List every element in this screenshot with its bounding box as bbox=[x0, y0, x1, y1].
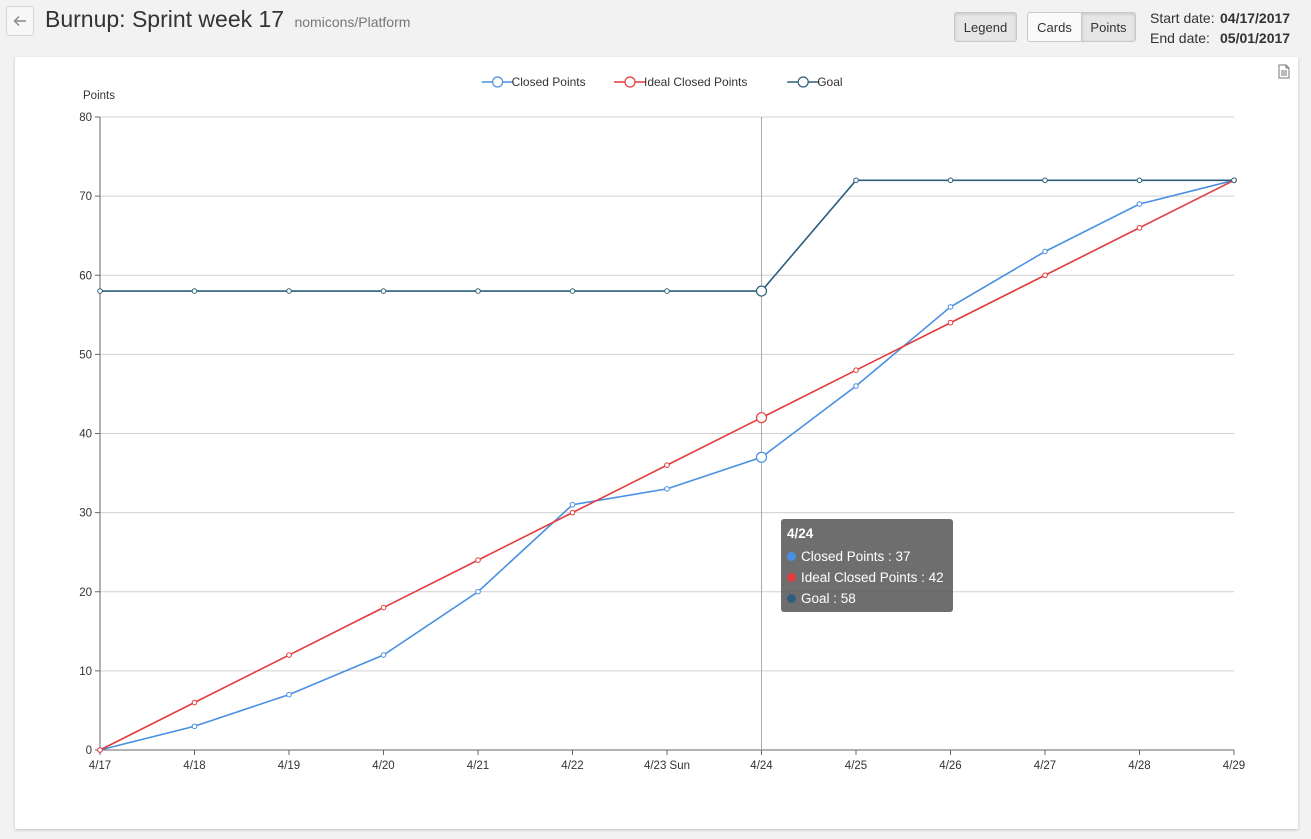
data-point bbox=[947, 177, 954, 184]
legend-marker bbox=[492, 76, 504, 88]
data-point bbox=[1042, 272, 1048, 279]
legend-item: Goal bbox=[787, 75, 843, 89]
data-point bbox=[97, 288, 103, 294]
end-date-value: 05/01/2017 bbox=[1220, 30, 1291, 46]
x-tick-label: 4/20 bbox=[372, 760, 394, 772]
data-point bbox=[853, 367, 859, 374]
x-tick-label: 4/23 Sun bbox=[644, 760, 690, 772]
y-tick-label: 10 bbox=[79, 666, 92, 678]
data-point bbox=[755, 285, 768, 297]
x-tick-label: 4/19 bbox=[278, 760, 300, 772]
points-toggle[interactable]: Points bbox=[1081, 12, 1136, 42]
data-point bbox=[97, 747, 103, 753]
legend-marker bbox=[797, 76, 809, 88]
data-point bbox=[755, 412, 768, 424]
data-point bbox=[853, 177, 859, 184]
tooltip-row-ideal: Ideal Closed Points : 42 bbox=[787, 567, 947, 588]
cards-toggle[interactable]: Cards bbox=[1027, 12, 1082, 42]
data-point bbox=[1042, 248, 1048, 255]
data-point bbox=[475, 557, 481, 563]
start-date-value: 04/17/2017 bbox=[1220, 10, 1291, 26]
data-point bbox=[1136, 224, 1143, 231]
data-point bbox=[664, 486, 670, 492]
legend-item: Closed Points bbox=[481, 75, 586, 89]
data-point bbox=[191, 699, 198, 706]
back-button[interactable] bbox=[6, 6, 34, 36]
data-point bbox=[191, 723, 198, 730]
data-point bbox=[569, 501, 576, 508]
data-point bbox=[664, 288, 670, 294]
end-date-label: End date: bbox=[1150, 30, 1210, 46]
data-point bbox=[569, 509, 576, 516]
data-point bbox=[380, 652, 387, 658]
x-tick-label: 4/17 bbox=[89, 760, 111, 772]
data-point bbox=[191, 288, 198, 294]
tooltip-dot-goal bbox=[787, 594, 796, 603]
data-point bbox=[380, 604, 387, 611]
sprint-dates: Start date: 04/17/2017 End date: 05/01/2… bbox=[1150, 8, 1290, 48]
legend-label: Ideal Closed Points bbox=[644, 75, 747, 89]
tooltip-ideal-label: Ideal Closed Points : 42 bbox=[801, 570, 944, 585]
x-tick-label: 4/26 bbox=[939, 760, 961, 772]
data-point bbox=[755, 451, 768, 463]
legend-label: Goal bbox=[817, 75, 842, 89]
y-tick-label: 40 bbox=[79, 429, 92, 441]
series-line bbox=[100, 179, 1234, 292]
tooltip-title: 4/24 bbox=[787, 526, 814, 541]
data-point bbox=[286, 691, 292, 698]
legend-button[interactable]: Legend bbox=[954, 12, 1017, 42]
y-tick-label: 70 bbox=[79, 191, 92, 203]
y-tick-label: 50 bbox=[79, 349, 92, 361]
chart-panel: 0 10 20 30 40 50 60 70 80 Points 4/17 4/18 4/19 4/20 4… bbox=[15, 57, 1298, 829]
project-name: nomicons/Platform bbox=[294, 14, 411, 30]
x-tick-label: 4/22 bbox=[561, 760, 583, 772]
data-point bbox=[475, 588, 481, 595]
y-tick-label: 20 bbox=[79, 587, 92, 599]
tooltip-dot-closed bbox=[787, 552, 796, 561]
tooltip-row-closed: Closed Points : 37 bbox=[787, 546, 947, 567]
data-point bbox=[569, 288, 576, 294]
y-axis-label: Points bbox=[83, 90, 115, 102]
legend-marker bbox=[624, 76, 636, 88]
data-point bbox=[380, 288, 387, 294]
chart-tooltip: 4/24 Closed Points : 37 Ideal Closed Poi… bbox=[781, 519, 953, 612]
data-point bbox=[1136, 177, 1143, 184]
x-tick-label: 4/24 bbox=[750, 760, 773, 772]
data-point bbox=[1231, 177, 1237, 184]
tooltip-closed-label: Closed Points : 37 bbox=[801, 549, 911, 564]
legend-item: Ideal Closed Points bbox=[614, 75, 747, 89]
data-point bbox=[947, 304, 954, 310]
x-tick-label: 4/21 bbox=[467, 760, 489, 772]
data-point bbox=[853, 383, 859, 389]
y-tick-label: 30 bbox=[79, 508, 92, 520]
x-tick-label: 4/27 bbox=[1034, 760, 1056, 772]
burnup-chart: 0 10 20 30 40 50 60 70 80 Points 4/17 4/18 4/19 4/20 4… bbox=[79, 75, 1245, 772]
tooltip-goal-label: Goal : 58 bbox=[801, 591, 856, 606]
tooltip-dot-ideal bbox=[787, 573, 796, 582]
data-point bbox=[1136, 201, 1143, 207]
y-tick-label: 60 bbox=[79, 270, 92, 282]
data-point bbox=[475, 288, 481, 294]
page-title-text: Burnup: Sprint week 17 bbox=[45, 6, 285, 32]
data-point bbox=[947, 319, 954, 326]
legend-label: Closed Points bbox=[512, 75, 586, 89]
x-tick-label: 4/29 bbox=[1223, 760, 1245, 772]
data-point bbox=[286, 288, 292, 294]
page-title: Burnup: Sprint week 17 nomicons/Platform bbox=[45, 6, 410, 33]
x-tick-label: 4/25 bbox=[845, 760, 867, 772]
x-tick-label: 4/18 bbox=[183, 760, 205, 772]
data-point bbox=[286, 652, 292, 658]
start-date-label: Start date: bbox=[1150, 10, 1215, 26]
y-tick-label: 80 bbox=[79, 112, 92, 124]
data-point bbox=[664, 462, 670, 468]
tooltip-row-goal: Goal : 58 bbox=[787, 588, 947, 609]
arrow-left-icon bbox=[13, 16, 26, 26]
document-icon[interactable] bbox=[1278, 64, 1290, 79]
data-point bbox=[1042, 177, 1048, 184]
x-tick-label: 4/28 bbox=[1128, 760, 1150, 772]
y-tick-label: 0 bbox=[86, 745, 92, 757]
